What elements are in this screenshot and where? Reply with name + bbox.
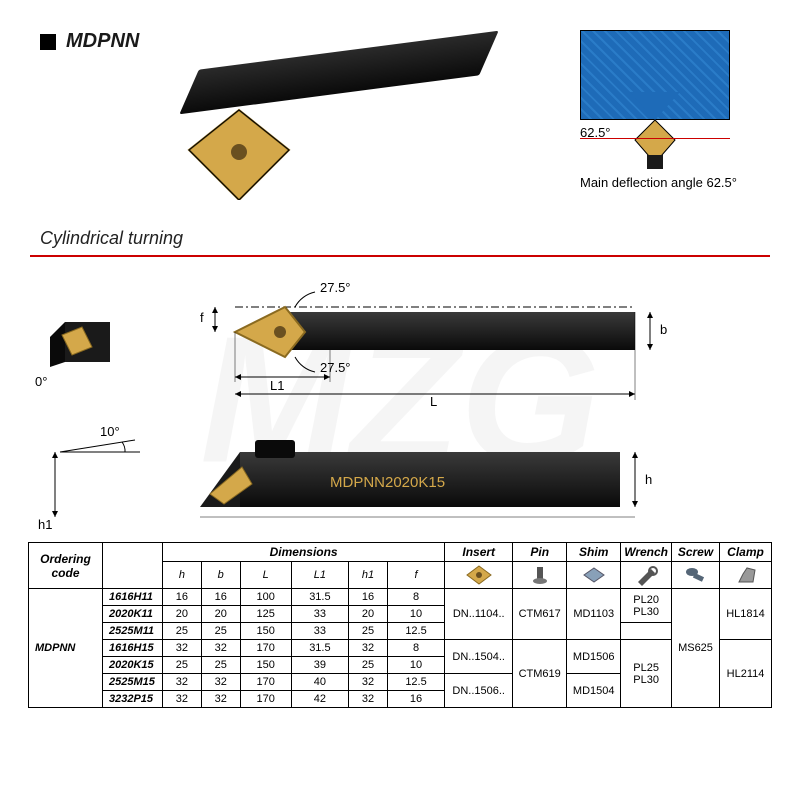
spec-table: Ordering code Dimensions Insert Pin Shim… [0,542,800,708]
insert-icon [445,562,513,589]
angle-bottom: 27.5° [320,360,351,375]
col-ordering: Ordering code [29,543,103,589]
b-label: b [660,322,667,337]
angle-top: 27.5° [320,280,351,295]
wrench-val2: PL25PL30 [621,640,672,708]
wrench-val: PL20PL30 [621,589,672,623]
divider [30,255,770,257]
diagram-caption: Main deflection angle 62.5° [580,175,760,190]
tool-photo [159,30,560,210]
title-text: MDPNN [66,30,139,53]
col-screw: Screw [672,543,720,562]
pin-icon [513,562,567,589]
col-insert: Insert [445,543,513,562]
side-view: MDPNN2020K15 h [180,422,760,532]
title-square-icon [40,34,56,50]
col-pin: Pin [513,543,567,562]
table-row: MDPNN 1616H11 161610031.5168 DN..1104.. … [29,589,772,606]
col-wrench: Wrench [621,543,672,562]
dim-h: h [163,562,202,589]
top-view: 27.5° 27.5° f b L1 L [155,282,760,402]
dim-L: L [240,562,291,589]
clamp-val: HL1814 [720,589,772,640]
screw-icon [672,562,720,589]
row-code: 1616H11 [103,589,163,606]
dim-b: b [201,562,240,589]
product-title: MDPNN [40,30,139,53]
table-row: 2525M11 2525150332512.5 [29,623,772,640]
shim-val: MD1103 [567,589,621,640]
shim-icon [567,562,621,589]
screw-val: MS625 [672,589,720,708]
L1-label: L1 [270,378,284,393]
dim-L1: L1 [291,562,348,589]
h-label: h [645,472,652,487]
col-clamp: Clamp [720,543,772,562]
ten-angle: 10° [100,424,120,439]
family-code: MDPNN [29,589,103,708]
dim-f: f [387,562,444,589]
end-view: 0° [40,307,130,377]
section-subtitle: Cylindrical turning [0,220,800,255]
f-label: f [200,310,204,325]
side-angle-view: 10° h1 [40,422,155,532]
h1-label: h1 [38,517,52,532]
zero-angle-label: 0° [35,374,47,389]
pin-val: CTM617 [513,589,567,640]
insert-val: DN..1104.. [445,589,513,640]
wrench-icon [621,562,672,589]
col-shim: Shim [567,543,621,562]
dim-h1: h1 [349,562,388,589]
model-text-svg: MDPNN2020K15 [330,474,445,491]
diagram-tool-icon [625,115,685,170]
L-label: L [430,394,437,409]
table-row: 1616H15 323217031.5328 DN..1504.. CTM619… [29,640,772,657]
deflection-diagram: 62.5° Main deflection angle 62.5° [580,30,760,190]
insert-tip-icon [179,100,299,200]
clamp-icon [720,562,772,589]
col-dimensions: Dimensions [163,543,445,562]
